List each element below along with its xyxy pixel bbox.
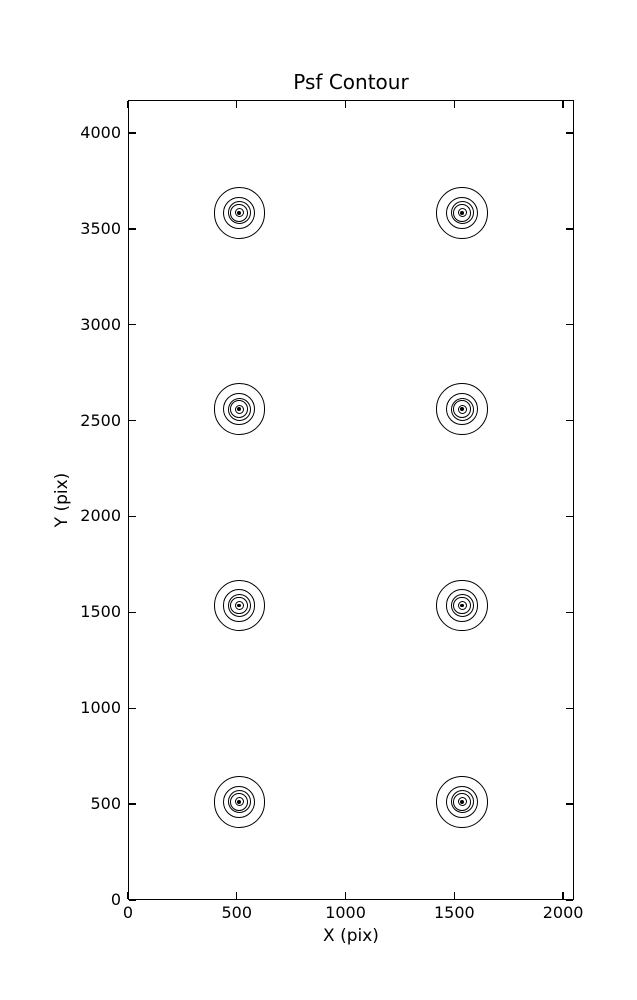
contour-ring [223,785,256,818]
contour-ring [450,397,474,421]
contour-ring [230,400,249,419]
psf-center-dot [460,603,465,608]
contour-ring [457,404,467,414]
contour-ring [436,579,489,632]
psf-center-dot [460,210,465,215]
y-tick-mark-right [566,419,573,422]
plot-area [128,100,574,900]
y-tick-label: 4000 [80,122,121,142]
x-tick-mark-top [562,101,564,108]
psf-center-dot [237,799,242,804]
contour-ring [223,589,256,622]
x-tick-label: 2000 [542,903,584,922]
x-tick-mark-bottom [127,892,129,899]
y-tick-label: 0 [110,890,121,909]
contour-ring [213,579,266,632]
contour-ring [453,792,472,811]
y-tick-label: 2500 [80,410,121,430]
y-tick-mark-left [129,611,136,613]
y-tick-mark-right [566,324,573,326]
y-tick-mark-right [566,515,573,518]
contour-ring [227,397,251,421]
contour-ring [234,404,244,414]
x-tick-mark-bottom [344,892,347,899]
contour-ring [234,600,244,611]
y-tick-label: 1000 [80,698,121,718]
x-tick-label: 500 [221,903,253,922]
x-tick-mark-bottom [453,892,455,899]
contour-ring [230,792,249,811]
y-tick-label: 3000 [80,314,121,334]
x-tick-label: 0 [122,903,134,922]
contour-ring [223,393,256,426]
y-tick-mark-left [129,899,136,901]
contour-ring [223,196,256,229]
contour-ring [230,596,249,615]
contour-ring [457,208,467,218]
y-tick-label: 500 [90,794,121,814]
y-tick-mark-left [129,419,136,422]
chart-title: Psf Contour [293,70,409,94]
contour-ring [234,208,244,218]
x-tick-label: 1500 [433,903,475,922]
contour-ring [227,790,251,814]
contour-ring [234,797,244,807]
x-tick-mark-top [236,101,238,108]
contour-ring [446,589,479,622]
x-tick-mark-top [344,101,347,108]
contour-ring [453,400,472,419]
y-tick-mark-right [566,803,573,805]
contour-ring [450,790,474,814]
contour-ring [227,201,251,225]
y-tick-mark-right [566,611,573,613]
y-tick-mark-left [129,132,136,134]
contour-ring [453,596,472,615]
contour-ring [453,203,472,222]
contour-ring [446,196,479,229]
x-axis-label: X (pix) [323,926,379,946]
x-tick-mark-bottom [236,892,238,899]
y-axis-label: Y (pix) [52,472,72,528]
psf-center-dot [460,799,465,804]
y-tick-label: 3500 [80,218,121,238]
psf-center-dot [237,210,242,215]
contour-ring [450,201,474,225]
x-tick-label: 1000 [325,903,366,922]
contour-ring [213,186,266,239]
contour-ring [436,186,489,239]
y-tick-mark-left [129,228,136,230]
contour-ring [457,600,467,611]
contour-ring [436,383,489,435]
psf-center-dot [460,407,465,412]
y-tick-mark-right [566,132,573,134]
y-tick-label: 1500 [80,602,121,622]
contour-ring [457,797,467,807]
y-tick-label: 2000 [80,506,121,526]
y-tick-mark-left [129,707,136,709]
x-tick-mark-bottom [562,892,564,899]
x-tick-mark-top [453,101,455,108]
contour-ring [436,775,489,828]
x-tick-mark-top [127,101,129,108]
y-tick-mark-right [566,707,573,709]
y-tick-mark-left [129,515,136,518]
contour-ring [227,593,251,617]
contour-ring [213,383,266,435]
contour-ring [446,785,479,818]
contour-ring [230,203,249,222]
contour-ring [213,775,266,828]
psf-center-dot [237,407,242,412]
contour-ring [450,593,474,617]
y-tick-mark-left [129,324,136,326]
psf-center-dot [237,603,242,608]
y-tick-mark-left [129,803,136,805]
y-tick-mark-right [566,228,573,230]
contour-ring [446,393,479,426]
y-tick-mark-right [566,899,573,901]
